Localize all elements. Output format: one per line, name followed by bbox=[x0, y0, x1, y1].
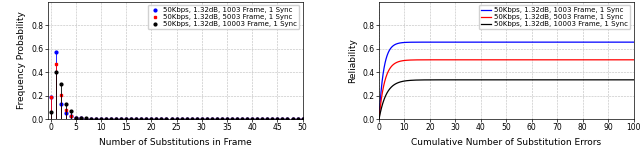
Y-axis label: Frequency Probability: Frequency Probability bbox=[17, 11, 26, 109]
50Kbps, 1.32dB, 1003 Frame, 1 Sync bbox=[622, 41, 630, 43]
50Kbps, 1.32dB, 10003 Frame, 1 Sync bbox=[294, 118, 301, 120]
Line: 50Kbps, 1.32dB, 1003 Frame, 1 Sync: 50Kbps, 1.32dB, 1003 Frame, 1 Sync bbox=[49, 51, 304, 120]
50Kbps, 1.32dB, 5003 Frame, 1 Sync bbox=[492, 59, 500, 61]
50Kbps, 1.32dB, 10003 Frame, 1 Sync bbox=[630, 79, 637, 81]
50Kbps, 1.32dB, 5003 Frame, 1 Sync bbox=[299, 118, 307, 120]
Line: 50Kbps, 1.32dB, 5003 Frame, 1 Sync: 50Kbps, 1.32dB, 5003 Frame, 1 Sync bbox=[49, 63, 304, 120]
Legend: 50Kbps, 1.32dB, 1003 Frame, 1 Sync, 50Kbps, 1.32dB, 5003 Frame, 1 Sync, 50Kbps, : 50Kbps, 1.32dB, 1003 Frame, 1 Sync, 50Kb… bbox=[479, 5, 630, 29]
50Kbps, 1.32dB, 5003 Frame, 1 Sync bbox=[630, 59, 637, 61]
50Kbps, 1.32dB, 10003 Frame, 1 Sync bbox=[492, 79, 500, 81]
50Kbps, 1.32dB, 10003 Frame, 1 Sync bbox=[299, 118, 307, 120]
50Kbps, 1.32dB, 5003 Frame, 1 Sync bbox=[132, 118, 140, 120]
50Kbps, 1.32dB, 10003 Frame, 1 Sync bbox=[238, 118, 246, 120]
50Kbps, 1.32dB, 1003 Frame, 1 Sync bbox=[375, 118, 383, 120]
50Kbps, 1.32dB, 10003 Frame, 1 Sync bbox=[622, 79, 630, 81]
50Kbps, 1.32dB, 10003 Frame, 1 Sync bbox=[132, 118, 140, 120]
50Kbps, 1.32dB, 1003 Frame, 1 Sync bbox=[47, 96, 54, 98]
50Kbps, 1.32dB, 5003 Frame, 1 Sync bbox=[622, 59, 630, 61]
50Kbps, 1.32dB, 5003 Frame, 1 Sync bbox=[575, 59, 583, 61]
50Kbps, 1.32dB, 10003 Frame, 1 Sync bbox=[375, 118, 383, 120]
50Kbps, 1.32dB, 10003 Frame, 1 Sync bbox=[622, 79, 630, 81]
50Kbps, 1.32dB, 5003 Frame, 1 Sync bbox=[223, 118, 231, 120]
50Kbps, 1.32dB, 1003 Frame, 1 Sync bbox=[52, 51, 60, 53]
Line: 50Kbps, 1.32dB, 10003 Frame, 1 Sync: 50Kbps, 1.32dB, 10003 Frame, 1 Sync bbox=[379, 80, 634, 119]
50Kbps, 1.32dB, 5003 Frame, 1 Sync bbox=[138, 118, 145, 120]
50Kbps, 1.32dB, 1003 Frame, 1 Sync bbox=[112, 118, 120, 120]
50Kbps, 1.32dB, 1003 Frame, 1 Sync bbox=[499, 41, 507, 43]
50Kbps, 1.32dB, 5003 Frame, 1 Sync bbox=[47, 96, 54, 98]
50Kbps, 1.32dB, 1003 Frame, 1 Sync bbox=[623, 41, 630, 43]
50Kbps, 1.32dB, 1003 Frame, 1 Sync bbox=[576, 41, 584, 43]
50Kbps, 1.32dB, 10003 Frame, 1 Sync bbox=[223, 118, 231, 120]
50Kbps, 1.32dB, 5003 Frame, 1 Sync bbox=[294, 118, 301, 120]
50Kbps, 1.32dB, 5003 Frame, 1 Sync bbox=[52, 63, 60, 65]
50Kbps, 1.32dB, 1003 Frame, 1 Sync bbox=[132, 118, 140, 120]
50Kbps, 1.32dB, 5003 Frame, 1 Sync bbox=[587, 59, 595, 61]
50Kbps, 1.32dB, 5003 Frame, 1 Sync bbox=[375, 118, 383, 120]
Y-axis label: Reliability: Reliability bbox=[348, 38, 357, 83]
50Kbps, 1.32dB, 1003 Frame, 1 Sync bbox=[223, 118, 231, 120]
Legend: 50Kbps, 1.32dB, 1003 Frame, 1 Sync, 50Kbps, 1.32dB, 5003 Frame, 1 Sync, 50Kbps, : 50Kbps, 1.32dB, 1003 Frame, 1 Sync, 50Kb… bbox=[148, 5, 299, 29]
50Kbps, 1.32dB, 1003 Frame, 1 Sync bbox=[107, 118, 115, 120]
50Kbps, 1.32dB, 10003 Frame, 1 Sync bbox=[629, 79, 637, 81]
50Kbps, 1.32dB, 10003 Frame, 1 Sync bbox=[499, 79, 507, 81]
50Kbps, 1.32dB, 10003 Frame, 1 Sync bbox=[112, 118, 120, 120]
50Kbps, 1.32dB, 10003 Frame, 1 Sync bbox=[388, 86, 396, 87]
50Kbps, 1.32dB, 5003 Frame, 1 Sync bbox=[102, 118, 110, 120]
Line: 50Kbps, 1.32dB, 5003 Frame, 1 Sync: 50Kbps, 1.32dB, 5003 Frame, 1 Sync bbox=[379, 60, 634, 119]
50Kbps, 1.32dB, 1003 Frame, 1 Sync bbox=[548, 41, 556, 43]
50Kbps, 1.32dB, 1003 Frame, 1 Sync bbox=[630, 41, 637, 43]
Line: 50Kbps, 1.32dB, 1003 Frame, 1 Sync: 50Kbps, 1.32dB, 1003 Frame, 1 Sync bbox=[379, 42, 634, 119]
X-axis label: Number of Substitutions in Frame: Number of Substitutions in Frame bbox=[99, 138, 252, 147]
50Kbps, 1.32dB, 10003 Frame, 1 Sync bbox=[47, 111, 54, 113]
50Kbps, 1.32dB, 1003 Frame, 1 Sync bbox=[294, 118, 301, 120]
Line: 50Kbps, 1.32dB, 10003 Frame, 1 Sync: 50Kbps, 1.32dB, 10003 Frame, 1 Sync bbox=[49, 71, 304, 120]
50Kbps, 1.32dB, 10003 Frame, 1 Sync bbox=[575, 79, 583, 81]
50Kbps, 1.32dB, 1003 Frame, 1 Sync bbox=[299, 118, 307, 120]
50Kbps, 1.32dB, 10003 Frame, 1 Sync bbox=[138, 118, 145, 120]
X-axis label: Cumulative Number of Substitution Errors: Cumulative Number of Substitution Errors bbox=[412, 138, 602, 147]
50Kbps, 1.32dB, 5003 Frame, 1 Sync bbox=[388, 65, 396, 67]
50Kbps, 1.32dB, 5003 Frame, 1 Sync bbox=[238, 118, 246, 120]
50Kbps, 1.32dB, 10003 Frame, 1 Sync bbox=[107, 118, 115, 120]
50Kbps, 1.32dB, 1003 Frame, 1 Sync bbox=[388, 46, 396, 48]
50Kbps, 1.32dB, 5003 Frame, 1 Sync bbox=[499, 59, 507, 61]
50Kbps, 1.32dB, 1003 Frame, 1 Sync bbox=[492, 41, 500, 43]
50Kbps, 1.32dB, 5003 Frame, 1 Sync bbox=[623, 59, 630, 61]
50Kbps, 1.32dB, 1003 Frame, 1 Sync bbox=[138, 118, 145, 120]
50Kbps, 1.32dB, 1003 Frame, 1 Sync bbox=[238, 118, 246, 120]
50Kbps, 1.32dB, 10003 Frame, 1 Sync bbox=[52, 71, 60, 73]
50Kbps, 1.32dB, 5003 Frame, 1 Sync bbox=[112, 118, 120, 120]
